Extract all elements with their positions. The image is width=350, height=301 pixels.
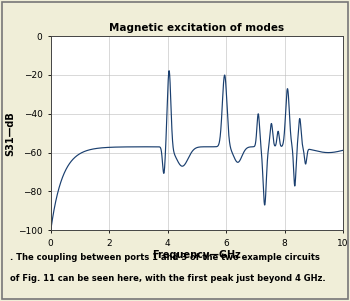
X-axis label: Frequency—GHz: Frequency—GHz (153, 250, 241, 260)
Title: Magnetic excitation of modes: Magnetic excitation of modes (109, 23, 285, 33)
Y-axis label: S31—dB: S31—dB (5, 111, 15, 156)
Text: . The coupling between ports 1 and 3 of the two example circuits: . The coupling between ports 1 and 3 of … (10, 253, 320, 262)
Text: of Fig. 11 can be seen here, with the first peak just beyond 4 GHz.: of Fig. 11 can be seen here, with the fi… (10, 275, 326, 284)
